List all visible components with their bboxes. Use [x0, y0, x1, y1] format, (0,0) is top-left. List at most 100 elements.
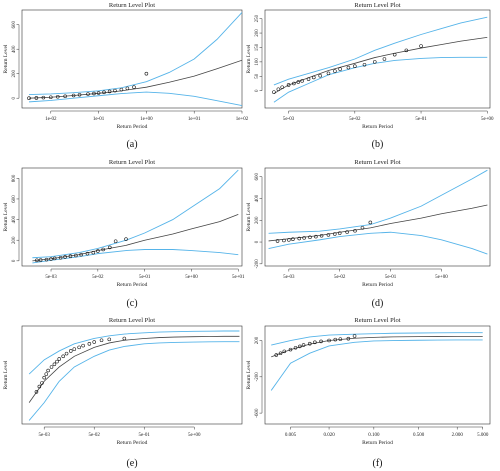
empirical-point — [101, 247, 105, 252]
empirical-point — [49, 95, 53, 99]
fitted-return-level-line — [28, 59, 242, 99]
panel-caption: (c) — [126, 298, 137, 309]
x-tick-label: 1e-01 — [93, 117, 105, 122]
x-tick-label: 5e-02 — [89, 433, 101, 438]
panel-b: Return Level Plot 5e-03 5e-02 5e-01 5e+00 0 50… — [246, 2, 494, 150]
empirical-point — [46, 368, 50, 373]
empirical-point — [346, 336, 351, 341]
y-tick-label: 400 — [12, 215, 17, 223]
upper-ci-line — [28, 330, 240, 375]
x-axis-label: Return Period — [117, 440, 148, 446]
y-tick-label: -200 — [255, 372, 260, 382]
empirical-point — [333, 69, 337, 73]
empirical-point — [86, 92, 90, 96]
fitted-return-level-line — [28, 335, 240, 403]
x-axis-label: Return Period — [117, 282, 148, 288]
x-tick-label: 5e+00 — [185, 275, 198, 280]
y-tick-label: 600 — [12, 20, 17, 28]
panel-f: Return Level Plot 0.005 0.020 0.100 0.500 2.0… — [246, 317, 491, 469]
empirical-point — [34, 96, 39, 100]
empirical-point — [34, 390, 39, 394]
x-tick-label: 5e-03 — [283, 117, 295, 122]
panel-title: Return Level Plot — [354, 159, 400, 166]
empirical-point — [312, 75, 316, 80]
upper-ci-line — [268, 169, 488, 234]
plot-frame — [264, 167, 491, 267]
y-tick-label: 150 — [255, 43, 260, 51]
empirical-point — [302, 236, 306, 240]
lower-ci-line — [273, 56, 488, 103]
panel-caption: (b) — [372, 139, 384, 150]
empirical-point — [52, 362, 57, 367]
empirical-point — [338, 337, 343, 341]
fitted-return-level-line — [271, 335, 483, 358]
empirical-point — [291, 237, 295, 241]
empirical-point — [38, 258, 43, 262]
empirical-point — [313, 340, 317, 345]
empirical-point — [338, 67, 342, 71]
empirical-point — [382, 57, 387, 61]
y-tick-label: -200 — [255, 259, 260, 269]
empirical-point — [404, 48, 409, 53]
empirical-point — [297, 236, 301, 241]
empirical-point — [292, 81, 296, 86]
empirical-point — [42, 375, 46, 380]
empirical-point — [79, 252, 83, 257]
upper-ci-line — [271, 332, 483, 346]
empirical-point — [314, 234, 318, 239]
x-tick-label: 5e-01 — [415, 117, 427, 122]
x-tick-label: 5e-02 — [349, 117, 361, 122]
panel-caption: (a) — [126, 139, 137, 150]
panel-c: Return Level Plot 5e-03 5e-02 5e-01 5e+00 5e+… — [3, 159, 245, 309]
empirical-point — [276, 87, 281, 92]
x-tick-label: 0.005 — [285, 433, 297, 438]
y-axis-label: Return Level — [3, 44, 9, 73]
lower-ci-line — [28, 341, 240, 421]
y-tick-label: 200 — [255, 216, 260, 224]
x-tick-label: 5e+00 — [435, 275, 448, 280]
panel-title: Return Level Plot — [354, 2, 400, 9]
empirical-point — [41, 95, 46, 100]
x-tick-label: 5e+00 — [481, 117, 494, 122]
y-tick-label: 200 — [255, 29, 260, 37]
lower-ci-line — [32, 249, 239, 264]
empirical-point — [287, 238, 291, 242]
empirical-point — [362, 62, 367, 67]
x-axis-label: Return Period — [362, 440, 393, 446]
empirical-point — [392, 52, 397, 57]
empirical-point — [318, 73, 322, 78]
panel-title: Return Level Plot — [109, 2, 155, 9]
y-tick-label: -600 — [255, 408, 260, 418]
plot-frame — [21, 167, 243, 267]
empirical-point — [345, 230, 349, 234]
x-tick-label: 5e-03 — [38, 433, 50, 438]
x-tick-label: 5e-02 — [334, 275, 346, 280]
empirical-point — [37, 384, 42, 389]
x-tick-label: 1e+00 — [140, 117, 153, 122]
empirical-point — [91, 250, 96, 255]
y-tick-label: 600 — [255, 172, 260, 180]
y-tick-label: 800 — [12, 174, 17, 182]
empirical-point — [61, 354, 65, 359]
empirical-point — [74, 253, 78, 258]
x-axis-label: Return Period — [117, 124, 148, 130]
empirical-point — [119, 87, 124, 92]
empirical-point — [107, 337, 112, 342]
plot-frame — [264, 325, 491, 425]
empirical-point — [113, 239, 118, 244]
x-tick-label: 5e-03 — [283, 275, 295, 280]
x-tick-label: 0.100 — [368, 433, 380, 438]
x-tick-label: 1e+01 — [188, 117, 201, 122]
empirical-point — [326, 233, 331, 237]
empirical-point — [52, 256, 57, 261]
upper-ci-line — [28, 12, 242, 95]
empirical-point — [132, 85, 136, 89]
plot-frame — [264, 9, 491, 109]
plot-frame — [21, 325, 243, 425]
empirical-point — [96, 91, 101, 95]
upper-ci-line — [32, 169, 239, 259]
y-axis-label: Return Level — [3, 360, 9, 389]
empirical-point — [102, 90, 106, 95]
empirical-point — [352, 334, 357, 338]
empirical-point — [319, 339, 323, 344]
